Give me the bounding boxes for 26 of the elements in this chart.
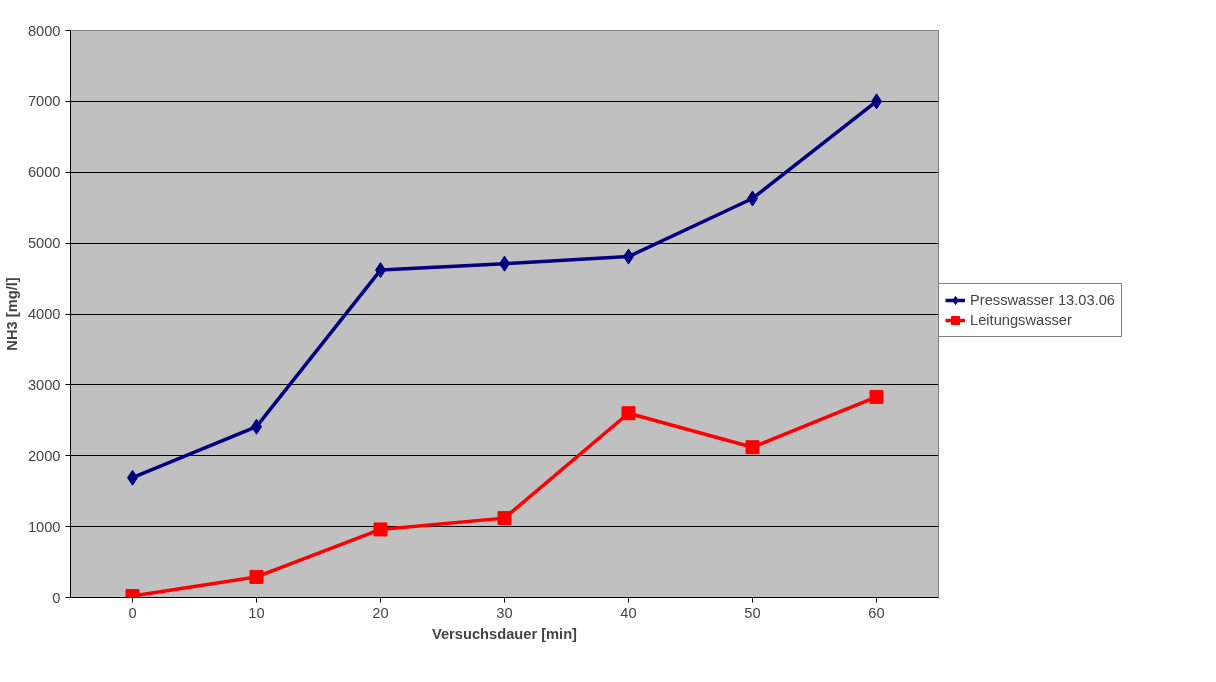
x-tick-label: 60 — [868, 604, 885, 621]
y-tick-label: 6000 — [27, 164, 61, 181]
x-tick-label: 40 — [620, 604, 637, 621]
point — [249, 569, 264, 584]
y-axis-title: NH3 [mg/l] — [3, 277, 20, 351]
point — [745, 440, 760, 455]
point — [869, 389, 884, 404]
y-tick-label: 7000 — [27, 93, 61, 110]
y-tick-label: 3000 — [27, 376, 61, 393]
y-tick-label: 2000 — [27, 447, 61, 464]
point — [497, 511, 512, 526]
point — [621, 406, 636, 421]
legend-label: Leitungswasser — [970, 312, 1072, 328]
legend-label: Presswasser 13.03.06 — [970, 292, 1116, 308]
y-tick-label: 8000 — [27, 22, 61, 39]
x-axis-title: Versuchsdauer [min] — [432, 625, 578, 642]
x-tick-label: 20 — [372, 604, 389, 621]
x-tick-label: 10 — [248, 604, 265, 621]
y-tick-label: 1000 — [27, 518, 61, 535]
point — [373, 522, 388, 537]
x-tick-label: 30 — [496, 604, 513, 621]
y-tick-label: 5000 — [27, 235, 61, 252]
y-tick-label: 4000 — [27, 306, 61, 322]
x-tick-label: 0 — [128, 604, 137, 621]
x-tick-label: 50 — [744, 604, 761, 621]
y-tick-label: 0 — [52, 589, 61, 606]
